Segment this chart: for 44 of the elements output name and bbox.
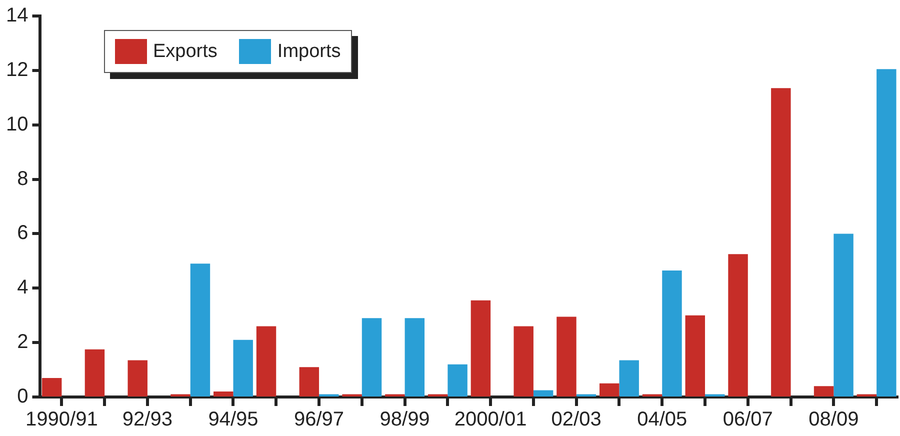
x-tick-label: 92/93 [122,408,172,431]
x-tick-label: 1990/91 [26,408,98,431]
bar [814,386,834,396]
bar [190,264,210,396]
y-tick-label: 6 [17,222,28,244]
legend-label: Exports [153,40,218,62]
x-tick-label: 02/03 [551,408,602,431]
x-tick-label: 94/95 [208,408,258,431]
bar [876,69,896,396]
bar [256,326,276,396]
x-tick-label: 04/05 [637,408,688,431]
bar [84,349,105,396]
x-tick-label: 2000/01 [454,408,527,431]
bar [42,378,62,396]
y-tick-label: 0 [17,386,28,408]
bar [362,318,382,396]
y-tick-label: 8 [17,168,28,190]
bar [834,234,854,396]
bar [233,340,253,396]
x-tick-label: 06/07 [722,408,773,431]
bar [404,318,425,396]
x-tick-label: 08/09 [808,408,859,431]
x-tick-label: 98/99 [380,408,430,431]
y-tick-label: 12 [6,58,28,81]
y-tick-label: 4 [17,276,28,299]
bar [299,367,320,396]
bar [128,360,148,396]
y-tick-label: 14 [6,4,28,27]
bar [470,300,491,396]
bar [214,392,234,396]
y-tick-label: 2 [17,331,28,354]
bar [771,88,791,396]
bar [514,326,534,396]
x-tick-label: 96/97 [294,408,344,431]
bar [685,315,706,396]
bar [662,270,682,396]
legend-label: Imports [277,40,341,62]
bar [600,383,620,396]
bar [619,360,639,396]
bar [533,390,554,396]
bar [448,364,468,396]
bar [556,316,576,396]
y-tick-label: 10 [6,113,28,136]
bar [728,254,748,396]
